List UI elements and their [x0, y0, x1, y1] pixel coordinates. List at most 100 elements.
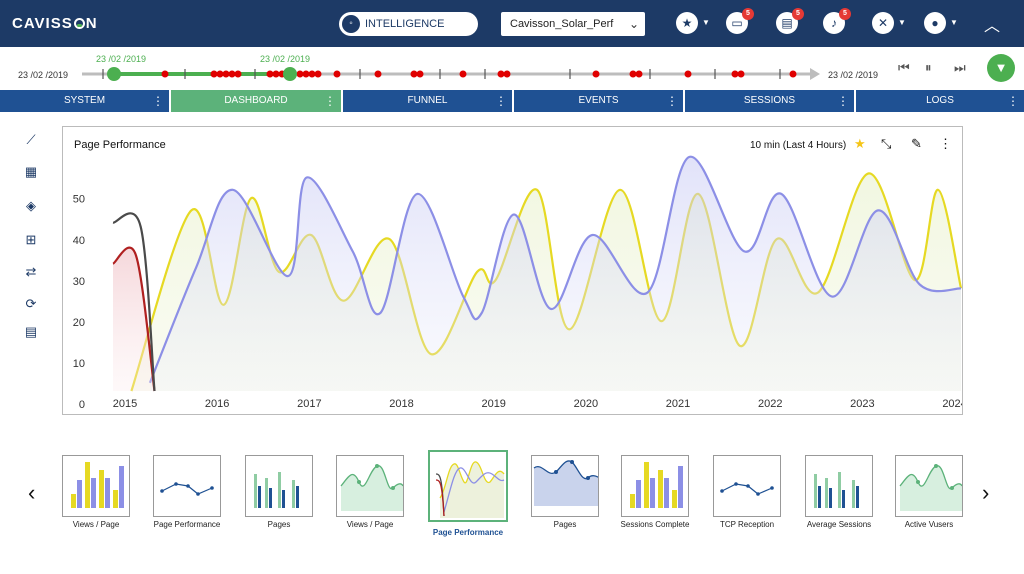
chevron-down-icon[interactable]: ▼: [950, 18, 958, 27]
more-icon[interactable]: ⋮: [837, 94, 849, 108]
previous-arrow-icon[interactable]: ‹: [28, 480, 36, 505]
timeline-marker-start-date: 23 /02 /2019: [96, 54, 147, 64]
thumbnail-preview: [435, 461, 505, 518]
tab-label: FUNNEL: [407, 95, 448, 106]
tab-logs[interactable]: LOGS ⋮: [856, 90, 1024, 112]
x-tick-label: 2021: [666, 398, 690, 410]
time-range-label[interactable]: 10 min (Last 4 Hours): [750, 140, 847, 151]
thumbnail-card[interactable]: [336, 455, 404, 517]
tab-label: DASHBOARD: [224, 95, 288, 106]
thumbnail-card[interactable]: [805, 455, 873, 517]
x-tick-label: 2015: [113, 398, 137, 410]
y-tick-label: 40: [73, 235, 85, 247]
tab-events[interactable]: EVENTS ⋮: [514, 90, 683, 112]
next-arrow-icon[interactable]: ›: [982, 480, 990, 505]
thumbnail-card[interactable]: [62, 455, 130, 517]
tab-sessions[interactable]: SESSIONS ⋮: [685, 90, 854, 112]
compare-icon[interactable]: ⇄: [25, 264, 37, 279]
chevron-up-icon[interactable]: ︿: [984, 18, 1001, 35]
thumbnail-label: Page Performance: [153, 520, 221, 529]
card-title: Page Performance: [74, 139, 166, 151]
edit-icon[interactable]: ✎: [911, 136, 922, 151]
y-tick-label: 50: [73, 194, 85, 206]
thumbnail-card[interactable]: [713, 455, 781, 517]
tab-bar: SYSTEM ⋮ DASHBOARD ⋮ FUNNEL ⋮ EVENTS ⋮ SESSI…: [0, 90, 1024, 112]
thumbnail-card[interactable]: [245, 455, 313, 517]
tab-dashboard[interactable]: DASHBOARD ⋮: [171, 90, 341, 112]
user-avatar-icon[interactable]: ●: [924, 12, 946, 34]
session-select[interactable]: Cavisson_Solar_Perf ⌄: [501, 12, 645, 36]
timeline-handle-start: [107, 67, 121, 81]
x-tick-label: 2016: [205, 398, 229, 410]
add-monitor-icon[interactable]: ⊞: [25, 232, 37, 247]
thumbnail-card[interactable]: [621, 455, 689, 517]
timeline-end-date: 23 /02 /2019: [828, 70, 879, 80]
thumbnail-label: Views / Page: [72, 520, 120, 529]
report-icon[interactable]: ▤ 5: [776, 8, 804, 34]
more-icon[interactable]: ⋮: [666, 94, 678, 108]
tab-label: SESSIONS: [743, 95, 796, 106]
thumbnail-card[interactable]: [428, 450, 508, 522]
thumbnail-card[interactable]: [895, 455, 963, 517]
series-gray-line[interactable]: [112, 212, 156, 392]
intelligence-mode-toggle[interactable]: ◦ INTELLIGENCE MODE: [339, 12, 478, 54]
star-icon[interactable]: ★: [854, 136, 866, 151]
monitor-icon[interactable]: ▭ 5: [726, 8, 754, 34]
more-icon[interactable]: ⋮: [495, 94, 507, 108]
thumbnail-label: Pages: [553, 520, 577, 529]
more-icon[interactable]: ⋮: [324, 94, 336, 108]
pause-icon[interactable]: ⏸: [925, 60, 932, 75]
tab-label: SYSTEM: [63, 95, 106, 106]
thumbnail-label: TCP Reception: [719, 520, 775, 529]
notifications-icon[interactable]: ♪ 5: [823, 8, 851, 34]
x-tick-label: 2022: [758, 398, 782, 410]
thumbnail-card[interactable]: [531, 455, 601, 517]
x-tick-label: 2019: [481, 398, 505, 410]
chevron-down-icon: ⌄: [628, 17, 639, 31]
expand-icon[interactable]: ⤡: [881, 136, 892, 151]
y-tick-label: 0: [79, 399, 85, 411]
y-tick-label: 10: [73, 358, 85, 370]
thumbnail-preview: [630, 462, 683, 508]
thumbnail-preview: [254, 472, 299, 508]
page-performance-chart[interactable]: 0 10 20 30 40 50 2015 2016 2017 2018 2019 2020 2021…: [63, 127, 962, 414]
filter-icon[interactable]: ▼: [987, 54, 1015, 82]
timeline-marker-end-date: 23 /02 /2019: [260, 54, 311, 64]
series-red-line[interactable]: [112, 246, 156, 392]
favorites-icon[interactable]: ★: [676, 12, 698, 34]
timeline-track[interactable]: [0, 47, 830, 89]
tab-label: LOGS: [926, 95, 954, 106]
table-icon[interactable]: ▤: [24, 324, 38, 339]
thumbnail-preview: [533, 460, 601, 506]
series-yellow-line[interactable]: [130, 172, 962, 392]
report-badge: 5: [792, 8, 804, 20]
tools-icon[interactable]: ✕: [872, 12, 894, 34]
trend-icon[interactable]: ⟋: [26, 132, 36, 147]
x-tick-label: 2023: [850, 398, 874, 410]
skip-back-icon[interactable]: ⏮: [898, 60, 910, 75]
thumbnail-label: Views / Page: [346, 520, 394, 529]
thumbnail-card[interactable]: [153, 455, 221, 517]
timeline-bar: 23 /02 /2019 23 /02 /2019 23 /02 /2019 2…: [0, 47, 1024, 89]
more-icon[interactable]: ⋮: [1007, 94, 1019, 108]
series-purple-line[interactable]: [148, 155, 962, 384]
thumbnail-label: Page Performance: [432, 528, 504, 537]
x-tick-label: 2018: [389, 398, 413, 410]
chevron-down-icon[interactable]: ▼: [702, 18, 710, 27]
timeline-start-date: 23 /02 /2019: [18, 70, 69, 80]
thumbnail-preview: [71, 462, 124, 508]
x-tick-label: 2024: [942, 398, 962, 410]
monitor-badge: 5: [742, 8, 754, 20]
skip-forward-icon[interactable]: ⏭: [954, 60, 966, 75]
thumbnail-preview: [160, 482, 214, 496]
refresh-icon[interactable]: ⟳: [25, 296, 37, 311]
more-icon[interactable]: ⋮: [152, 94, 164, 108]
more-icon[interactable]: ⋮: [939, 136, 952, 151]
tab-system[interactable]: SYSTEM ⋮: [0, 90, 169, 112]
tab-funnel[interactable]: FUNNEL ⋮: [343, 90, 512, 112]
chevron-down-icon[interactable]: ▼: [898, 18, 906, 27]
thumbnail-label: Active Vusers: [904, 520, 954, 529]
widgets-icon[interactable]: ◈: [26, 198, 36, 213]
layout-icon[interactable]: ▦: [24, 164, 38, 179]
